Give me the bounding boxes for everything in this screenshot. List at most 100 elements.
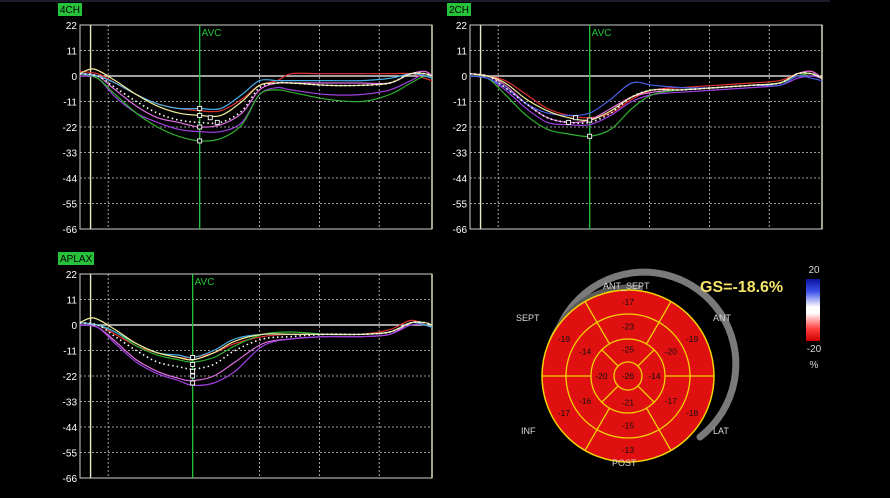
y-tick-label: -33 [63,149,78,160]
segment-strain-value: -17 [622,297,635,307]
peak-marker [214,119,220,125]
segment-strain-value: -19 [558,334,571,344]
wall-label-post: POST [612,458,637,468]
segment-strain-curve-0 [470,70,822,119]
top-border-line [0,0,830,2]
strain-chart-1: 22 11 0 -11 -22 -33 -44 -55 -66 AVC 2CH [447,3,823,236]
view-tag-label: 2CH [449,5,469,16]
peak-marker [566,119,572,125]
wall-label-lat: LAT [713,426,729,436]
y-tick-label: -55 [63,449,78,460]
strain-chart-0: 22 11 0 -11 -22 -33 -44 -55 -66 AVC 4CH [58,3,433,236]
peak-marker [190,355,196,360]
wall-label-sept: SEPT [516,313,540,323]
segment-strain-curve-0 [80,319,432,359]
y-tick-label: -11 [63,98,77,109]
avc-label: AVC [195,277,215,288]
segment-strain-value: -14 [579,346,592,356]
peak-marker [197,112,203,118]
segment-divider [645,407,672,451]
peak-marker [190,373,196,379]
peak-marker [190,361,196,367]
view-tag-label: 4CH [60,5,80,16]
segment-strain-value: -20 [665,346,678,356]
bullseye-plot: -17 -19 -18 -13 -17 -19 -23 -20 -17 -15 -16 -14 -25 -… [516,265,822,468]
segment-divider [584,301,611,345]
view-tag-label: APLAX [60,254,93,265]
peak-marker [197,124,203,130]
segment-strain-value: -17 [558,408,571,418]
view-tag [447,3,471,16]
segment-strain-curve-3 [470,73,822,138]
scale-unit-label: % [810,360,819,371]
peak-marker [190,380,196,386]
segment-strain-value: -13 [622,445,635,455]
peak-marker [197,138,203,144]
y-tick-label: -44 [63,423,78,434]
segment-divider [645,301,672,345]
segment-strain-value: -26 [622,371,635,381]
wall-label-ant_sept: ANT_SEPT [603,281,650,291]
y-tick-label: 0 [71,321,77,332]
average-strain-curve [80,321,432,370]
apical-divider [637,349,655,367]
y-tick-label: -44 [453,174,468,185]
scale-max-label: 20 [808,265,820,276]
segment-strain-value: -16 [579,396,592,406]
apical-divider [637,385,655,403]
y-tick-label: -33 [63,398,78,409]
apical-divider [601,349,619,367]
peak-marker [190,368,196,374]
y-tick-label: -55 [453,200,468,211]
segment-divider [584,407,611,451]
y-tick-label: -66 [63,225,78,236]
segment-strain-value: -18 [686,408,699,418]
wall-label-inf: INF [521,426,536,436]
segment-strain-curve-5 [80,68,432,118]
segment-strain-value: -23 [622,322,635,332]
peak-marker [207,115,213,121]
segment-strain-value: -21 [622,398,635,408]
y-tick-label: -66 [453,225,468,236]
segment-strain-curve-4 [470,75,822,117]
series-group [80,317,432,387]
y-tick-label: -11 [453,98,467,109]
segment-strain-curve-3 [80,73,432,142]
segment-strain-value: -25 [622,345,635,355]
y-tick-label: -55 [63,200,78,211]
y-tick-label: 0 [71,72,77,83]
view-tag [58,3,82,16]
segment-strain-value: -15 [622,421,635,431]
segment-strain-curve-5 [80,317,432,361]
series-group [80,68,432,144]
y-tick-label: -22 [453,123,468,134]
scale-min-label: -20 [807,344,822,355]
y-tick-label: 11 [457,47,468,58]
wall-label-ant: ANT [713,313,732,323]
bullseye-apex-circle [613,361,643,391]
color-scale-bar [806,279,820,341]
y-tick-label: 22 [66,21,78,32]
peak-marker [587,117,593,123]
y-tick-label: -33 [453,149,468,160]
y-tick-label: 22 [456,21,468,32]
segment-strain-value: -14 [648,371,661,381]
y-tick-label: -44 [63,174,78,185]
y-tick-label: 22 [66,270,78,281]
segment-strain-curve-5 [470,72,822,121]
y-tick-label: 11 [67,47,78,58]
series-group [470,70,822,139]
y-tick-label: -66 [63,474,78,485]
strain-chart-2: 22 11 0 -11 -22 -33 -44 -55 -66 AVC APLAX [58,252,433,485]
segment-strain-value: -20 [595,371,608,381]
avc-label: AVC [592,28,612,39]
segment-strain-curve-2 [80,323,432,387]
segment-strain-value: -17 [665,396,678,406]
y-tick-label: 11 [67,296,78,307]
y-tick-label: 0 [461,72,467,83]
peak-marker [197,106,203,111]
view-tag [58,252,94,265]
avc-label: AVC [202,28,222,39]
peak-marker [587,133,593,139]
